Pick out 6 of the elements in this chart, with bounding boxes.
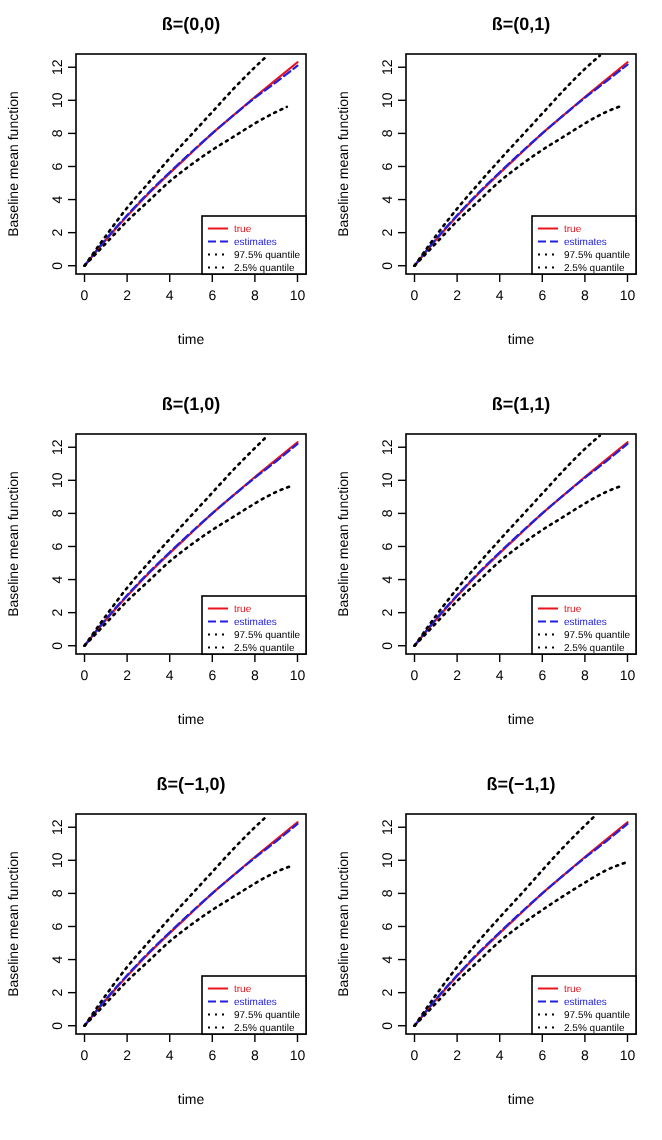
chart-title: ß=(0,0) (161, 14, 221, 34)
chart-title: ß=(1,1) (491, 394, 551, 414)
chart-title: ß=(−1,0) (156, 774, 226, 794)
chart-title: ß=(−1,1) (486, 774, 556, 794)
chart-title: ß=(1,0) (161, 394, 221, 414)
chart-title: ß=(0,1) (491, 14, 551, 34)
